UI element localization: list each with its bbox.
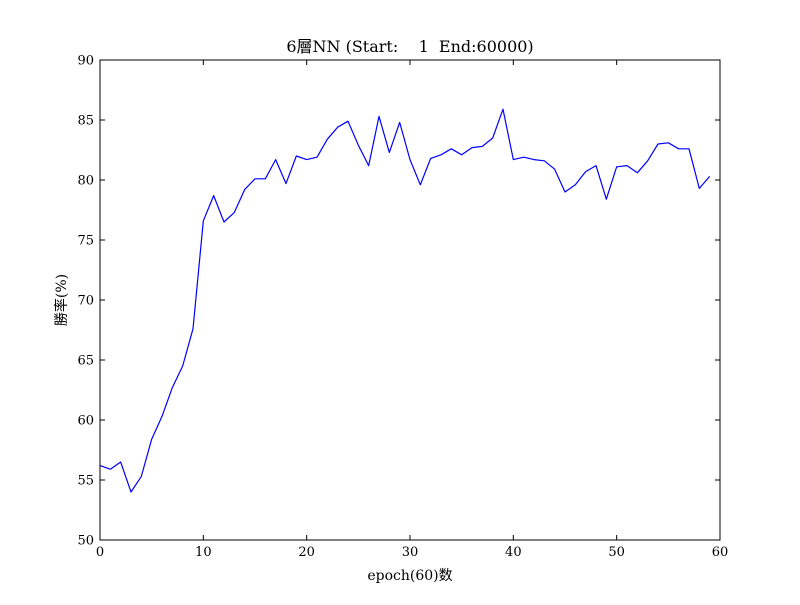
data-point xyxy=(378,116,380,118)
data-point xyxy=(564,191,566,193)
data-point xyxy=(616,166,618,168)
y-tick-label: 60 xyxy=(77,414,94,429)
data-point xyxy=(389,152,391,154)
data-point xyxy=(275,159,277,161)
y-tick-label: 75 xyxy=(77,234,94,249)
data-point xyxy=(430,158,432,160)
data-point xyxy=(502,108,504,110)
data-point xyxy=(440,154,442,156)
data-point xyxy=(358,144,360,146)
data-point xyxy=(688,148,690,150)
y-axis-label: 勝率(%) xyxy=(53,274,70,326)
data-point xyxy=(461,154,463,156)
data-point xyxy=(513,159,515,161)
x-tick-label: 10 xyxy=(195,545,212,560)
data-point xyxy=(554,168,556,170)
data-point xyxy=(203,220,205,222)
data-point xyxy=(347,120,349,122)
data-point xyxy=(657,143,659,145)
x-tick-label: 40 xyxy=(505,545,522,560)
data-point xyxy=(254,178,256,180)
data-point xyxy=(130,491,132,493)
data-point xyxy=(223,221,225,223)
series-line xyxy=(99,108,711,493)
data-point xyxy=(523,156,525,158)
data-point xyxy=(482,146,484,148)
y-tick-label: 70 xyxy=(77,294,94,309)
y-tick-label: 50 xyxy=(77,534,94,549)
ticks-layer: 0 10 20 30 40 50 60 50 55 60 65 70 75 80 85 90 xyxy=(77,54,728,561)
x-tick-label: 0 xyxy=(96,545,104,560)
data-point xyxy=(161,416,163,418)
data-point xyxy=(151,438,153,440)
data-point xyxy=(637,172,639,174)
data-point xyxy=(213,195,215,197)
data-point xyxy=(192,328,194,330)
data-point xyxy=(575,184,577,186)
data-point xyxy=(668,142,670,144)
data-point xyxy=(585,171,587,173)
data-point xyxy=(544,160,546,162)
data-point xyxy=(399,122,401,124)
data-point xyxy=(606,198,608,200)
data-point xyxy=(327,138,329,140)
data-point xyxy=(285,183,287,185)
data-point xyxy=(296,155,298,157)
data-point xyxy=(316,156,318,158)
data-point xyxy=(182,365,184,367)
data-point xyxy=(626,165,628,167)
data-point xyxy=(141,476,143,478)
data-point xyxy=(409,159,411,161)
data-point xyxy=(337,126,339,128)
data-point xyxy=(265,178,267,180)
x-tick-label: 50 xyxy=(608,545,625,560)
data-point xyxy=(471,147,473,149)
y-tick-label: 65 xyxy=(77,354,94,369)
data-point xyxy=(647,160,649,162)
data-point xyxy=(709,176,711,178)
data-point xyxy=(306,159,308,161)
y-tick-label: 90 xyxy=(77,54,94,69)
data-point xyxy=(451,148,453,150)
x-axis-label: epoch(60)数 xyxy=(367,568,452,584)
data-point xyxy=(234,212,236,214)
data-point xyxy=(420,184,422,186)
data-point xyxy=(120,461,122,463)
data-point xyxy=(110,468,112,470)
data-point xyxy=(368,165,370,167)
series-layer xyxy=(99,108,711,493)
x-tick-label: 60 xyxy=(712,545,729,560)
chart-title: 6層NN (Start: 1 End:60000) xyxy=(286,37,533,56)
data-point xyxy=(533,159,535,161)
y-tick-label: 80 xyxy=(77,174,94,189)
data-point xyxy=(595,165,597,167)
data-point xyxy=(492,137,494,139)
y-tick-label: 85 xyxy=(77,114,94,129)
data-point xyxy=(172,387,174,389)
data-point xyxy=(244,189,246,191)
data-point xyxy=(678,148,680,150)
x-tick-label: 20 xyxy=(298,545,315,560)
data-point xyxy=(699,188,701,190)
x-tick-label: 30 xyxy=(402,545,419,560)
y-tick-label: 55 xyxy=(77,474,94,489)
